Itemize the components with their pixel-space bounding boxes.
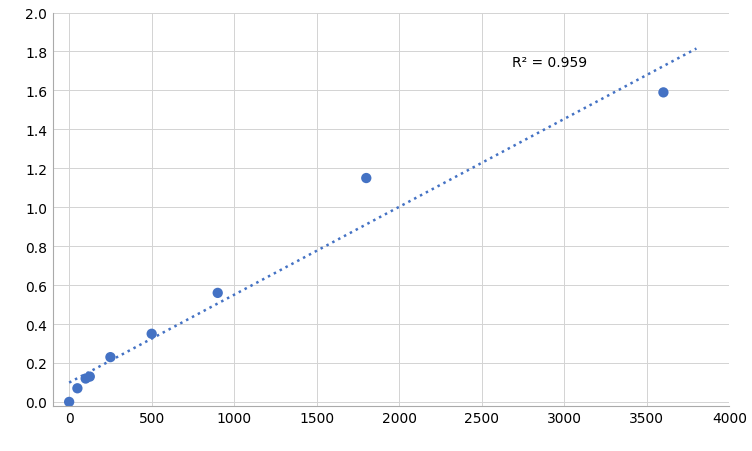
Point	[105, 354, 117, 361]
Point	[83, 373, 96, 380]
Point	[63, 398, 75, 405]
Point	[212, 290, 224, 297]
Point	[360, 175, 372, 182]
Text: R² = 0.959: R² = 0.959	[511, 56, 587, 70]
Point	[146, 331, 158, 338]
Point	[657, 90, 669, 97]
Point	[71, 385, 83, 392]
Point	[80, 375, 92, 382]
